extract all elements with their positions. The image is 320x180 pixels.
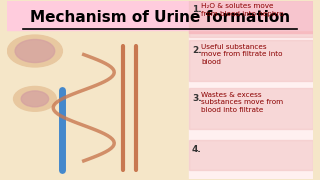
Bar xyxy=(189,1,313,33)
Circle shape xyxy=(15,39,55,62)
Bar xyxy=(189,140,313,170)
Text: 2.: 2. xyxy=(192,46,202,55)
Text: 4.: 4. xyxy=(192,145,202,154)
Bar xyxy=(189,1,313,179)
Text: 1.: 1. xyxy=(192,5,202,14)
Bar xyxy=(7,1,189,179)
Text: Wastes & excess
substances move from
blood into filtrate: Wastes & excess substances move from blo… xyxy=(201,92,283,113)
Text: 3.: 3. xyxy=(192,94,202,103)
Circle shape xyxy=(13,86,56,111)
Circle shape xyxy=(21,91,49,107)
Text: Mechanism of Urine formation: Mechanism of Urine formation xyxy=(30,10,290,25)
Bar xyxy=(189,40,313,81)
Text: H₂O & solutes move
from blood into nephro: H₂O & solutes move from blood into nephr… xyxy=(201,3,284,17)
Bar xyxy=(189,88,313,129)
Bar xyxy=(189,0,313,37)
Circle shape xyxy=(7,35,62,67)
Text: Useful substances
move from filtrate into
blood: Useful substances move from filtrate int… xyxy=(201,44,283,65)
Bar xyxy=(7,1,313,30)
